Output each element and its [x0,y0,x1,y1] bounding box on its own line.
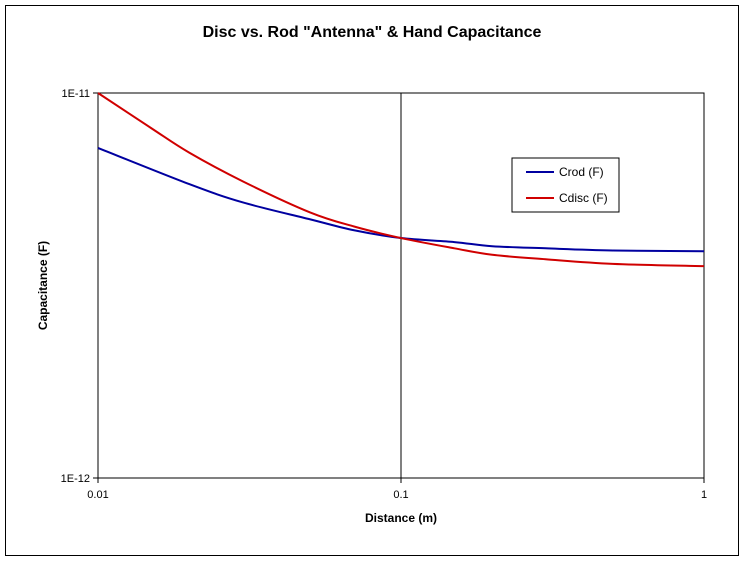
x-tick-label: 1 [701,489,707,501]
legend: Crod (F) Cdisc (F) [511,157,620,213]
tick-layer: 0.01 0.1 1 1E-12 1E-11 [61,88,707,501]
series-line-1 [97,92,705,268]
chart-frame [5,5,739,556]
y-axis-title: Capacitance (F) [36,241,50,330]
x-axis-title: Distance (m) [365,511,437,525]
chart-title: Disc vs. Rod "Antenna" & Hand Capacitanc… [203,24,542,41]
x-tick-label: 0.1 [393,489,408,501]
x-tick-label: 0.01 [87,489,108,501]
y-tick-label: 1E-12 [61,473,90,485]
legend-label-1: Cdisc (F) [559,191,608,205]
series-layer [97,92,705,268]
legend-box [511,157,620,213]
legend-label-0: Crod (F) [559,165,604,179]
y-tick-label: 1E-11 [61,88,90,100]
